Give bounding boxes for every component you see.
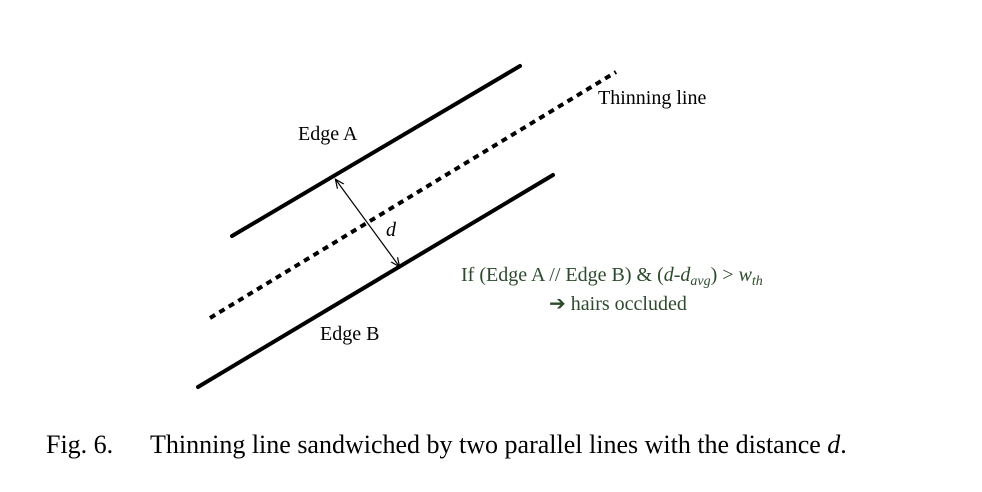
caption-text: Thinning line sandwiched by two parallel… [150, 430, 828, 459]
distance-arrow [336, 180, 399, 266]
distance-label: d [386, 219, 396, 241]
figure-caption: Fig. 6. Thinning line sandwiched by two p… [46, 430, 847, 459]
edge-b-label: Edge B [320, 323, 380, 345]
figure-number: Fig. 6. [46, 430, 114, 459]
edge-a-label: Edge A [298, 123, 358, 145]
arrow-icon: ➔ [549, 293, 566, 315]
edge-a-line [230, 64, 522, 238]
edge-b-line [196, 173, 555, 389]
thinning-line [208, 70, 618, 320]
condition-text: If (Edge A // Edge B) & (d-davg) > wth [461, 264, 763, 289]
thinning-line-label: Thinning line [598, 87, 707, 109]
condition-result: ➔ hairs occluded [549, 293, 687, 315]
